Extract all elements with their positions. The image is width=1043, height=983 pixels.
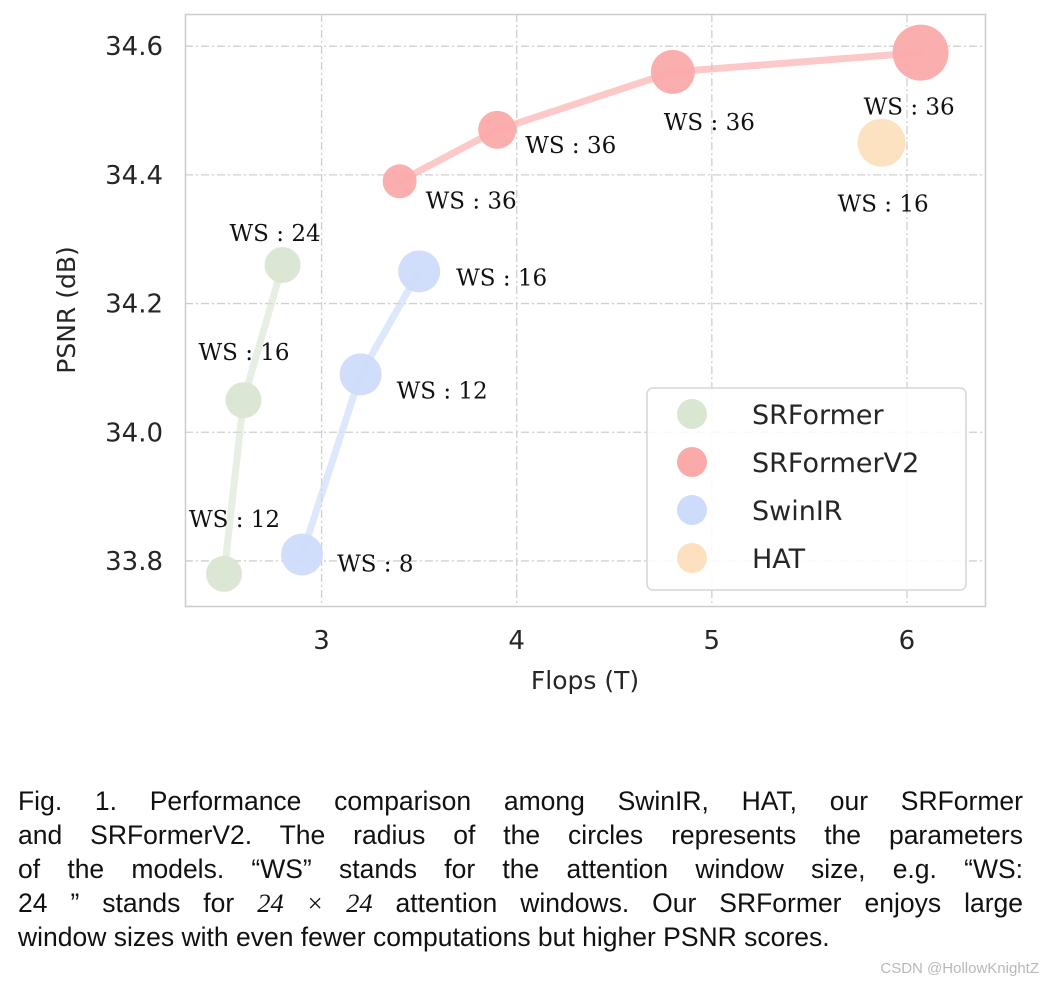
caption-text: 24 ” stands for [18,888,258,918]
x-tick-label: 3 [313,626,330,656]
legend-label: SRFormer [752,400,885,431]
legend-marker-srformer [677,399,707,429]
caption-line: Fig. 1. Performance comparison among Swi… [18,786,1023,816]
psnr-flops-chart: WS : 12 WS : 16 WS : 24 WS : 36 WS : 36 WS : … [52,13,987,695]
x-tick-label: 6 [899,626,916,656]
y-tick-label: 34.6 [105,32,163,62]
y-tick-label: 34.0 [105,418,163,448]
x-axis-label: Flops (T) [531,666,639,695]
caption-line: window sizes with even fewer computation… [18,922,830,952]
caption-line: and SRFormerV2. The radius of the circle… [18,820,1023,850]
legend: SRFormer SRFormerV2 SwinIR HAT [646,387,967,591]
x-tick-label: 4 [508,626,525,656]
legend-marker-srformerv2 [677,447,707,477]
point-annotation: WS : 16 [838,192,929,218]
point-srformer [264,246,301,283]
point-srformerv2 [382,164,417,199]
legend-label: SwinIR [752,496,843,527]
point-annotation: WS : 12 [189,507,280,533]
legend-label: HAT [752,544,806,575]
point-annotation: WS : 24 [230,221,321,247]
caption-line: of the models. “WS” stands for the atten… [18,854,1023,884]
plot-frame [184,13,987,608]
x-tick-label: 5 [704,626,721,656]
point-srformerv2 [650,49,695,94]
point-annotation: WS : 16 [199,340,290,366]
point-srformer [206,555,243,592]
point-annotation: WS : 8 [337,552,413,578]
point-hat [857,118,906,167]
point-srformerv2 [478,110,517,149]
point-srformerv2 [892,24,949,81]
point-swinir [281,533,324,576]
watermark: CSDN @HollowKnightZ [880,960,1039,977]
point-annotation: WS : 16 [456,265,547,291]
point-annotation: WS : 36 [664,110,755,136]
point-annotation: WS : 36 [864,95,955,121]
caption-text: attention windows. Our SRFormer enjoys l… [372,888,1023,918]
legend-label: SRFormerV2 [752,448,919,479]
point-srformer [225,382,262,419]
series-line-srformerv2 [396,49,925,185]
y-tick-label: 33.8 [105,547,163,577]
y-tick-label: 34.2 [105,290,163,320]
y-tick-label: 34.4 [105,161,163,191]
point-swinir [339,353,382,396]
series-line-swinir [298,267,423,559]
legend-marker-hat [677,543,707,573]
legend-marker-swinir [677,495,707,525]
grid [185,14,985,606]
y-axis-label: PSNR (dB) [52,246,81,374]
caption-line: 24 ” stands for 24 × 24 attention window… [18,886,1023,920]
caption-math: 24 × 24 [257,888,373,918]
point-annotation: WS : 36 [525,133,616,159]
figure-caption: Fig. 1. Performance comparison among Swi… [18,784,1023,954]
point-annotation: WS : 36 [426,188,517,214]
point-annotation: WS : 12 [397,378,488,404]
point-swinir [398,250,441,293]
